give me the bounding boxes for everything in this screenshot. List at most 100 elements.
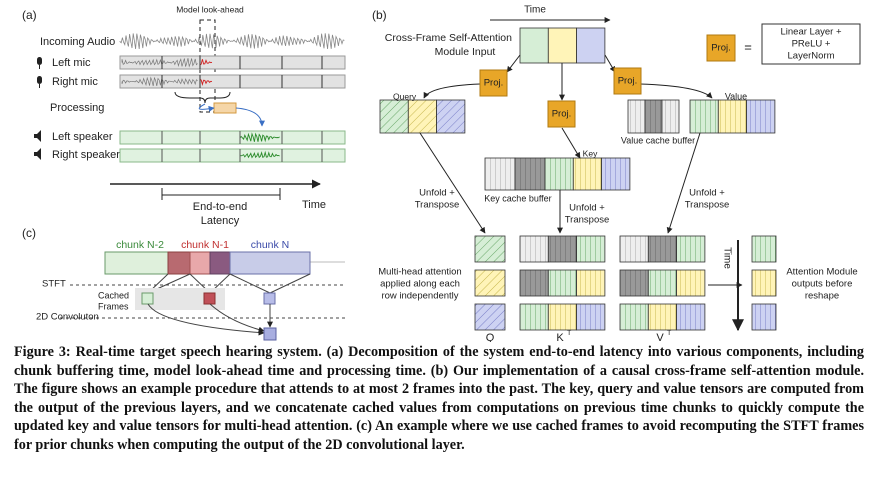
proj-label: Proj. [484,78,504,89]
key-frame [572,157,602,191]
speaker-icon [34,130,41,142]
equals: = [744,39,752,54]
chunk-label: chunk N-1 [181,239,229,251]
chunk-label: chunk N-2 [116,239,164,251]
key-frame [544,157,574,191]
k-frame [519,269,549,297]
proj-def-box [761,23,861,65]
output-frame [751,303,777,331]
chunk [189,251,211,275]
input-label: Cross-Frame Self-Attention [385,32,512,44]
q-frame [474,235,506,263]
waveform [121,76,198,87]
frame [141,292,154,305]
connector-lines [147,303,273,336]
caption: Figure 3: Real-time target speech hearin… [14,343,864,455]
waveform [199,59,213,66]
query-frame [379,99,409,134]
output-frame [751,269,777,297]
tensor-blocks [379,27,777,331]
query-frame [407,99,437,134]
key-cache-frame [484,157,516,191]
value-cache-frame [661,99,680,134]
q-label: Q [486,332,495,342]
input-frame [547,27,577,64]
v-frame [647,303,677,331]
proj-label: Proj. [552,109,572,120]
input-label: Module Input [435,46,496,58]
processing-label: Processing [50,102,104,114]
time-label: Time [524,5,546,16]
v-label: V [656,332,664,342]
cached-label: Frames [98,301,129,311]
chunk-frame [209,251,231,275]
query-label: Query [393,91,417,101]
time-label: Time [721,247,732,269]
mic-icon [37,57,42,69]
arrows [419,54,744,332]
mha-label: Multi-head attention [378,267,461,278]
v-frame [619,235,649,263]
figure: (a) Model look-ahead Incoming Audio Left… [22,4,861,342]
v-frame [676,303,706,331]
proj-def: PReLU + [792,39,831,50]
unfold-label: Transpose [685,200,730,211]
frame [203,292,216,305]
k-frame [547,269,577,297]
v-frame [619,269,649,297]
processing-box [213,102,237,114]
k-label: K [556,332,564,342]
value-frame [689,99,719,134]
value-frame [717,99,747,134]
v-frame [676,235,706,263]
cached-label: Cached [98,290,129,300]
proj-box [547,100,576,128]
outputs-label: outputs before [792,279,853,290]
track [119,148,346,163]
value-frame [746,99,776,134]
k-frame [576,303,606,331]
unfold-label: Transpose [415,200,460,211]
output-frame [751,235,777,263]
panel-label: (c) [22,226,36,240]
arrow [198,103,215,112]
time-label: Time [302,199,326,211]
track [119,130,346,145]
superscript: T [667,330,672,337]
v-frame [619,303,649,331]
right-mic-label: Right mic [52,76,98,88]
proj-def: Linear Layer + [781,27,842,38]
waveform [239,132,280,143]
k-frame [547,303,577,331]
waveform [199,78,213,87]
query-frame [436,99,466,134]
input-frame [519,27,549,64]
incoming-label: Incoming Audio [40,36,115,48]
chunk [229,251,311,275]
k-frame [519,303,549,331]
proj-box [706,34,736,62]
value-cache-frame [627,99,646,134]
lookahead-label: Model look-ahead [176,4,244,14]
mha-label: applied along each [380,279,460,290]
v-frame [647,269,677,297]
latency-label: Latency [201,215,240,227]
waveform [239,150,280,159]
v-frame [647,235,677,263]
input-frame [576,27,606,64]
waveform [121,58,198,68]
latency-label: End-to-end [193,201,247,213]
chunk-label: chunk N [251,239,290,251]
left-speaker-label: Left speaker [52,131,113,143]
unfold-label: Unfold + [419,188,455,199]
k-frame [576,269,606,297]
superscript: T [567,330,572,337]
caption-text: Real-time target speech hearing system. … [14,344,865,453]
key-cache-frame [514,157,546,191]
mic-tracks [119,55,346,89]
speaker-icon [34,148,41,160]
proj-def: LayerNorm [788,51,835,62]
key-cache-label: Key cache buffer [484,193,551,203]
value-label: Value [725,91,747,101]
